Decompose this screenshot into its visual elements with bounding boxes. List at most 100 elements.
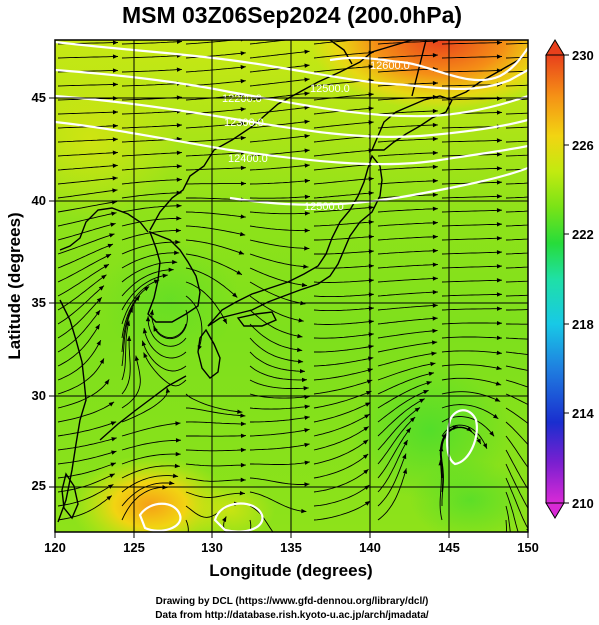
streamline-arrowhead [304,442,310,448]
colorbar-tick-label: 226 [572,138,594,153]
streamline [505,126,528,129]
streamline-arrowhead [112,109,118,115]
streamline [313,178,374,185]
streamline-arrowhead [304,133,310,139]
streamline [121,286,150,339]
streamline-arrowhead [175,421,181,426]
streamline-arrowhead [414,407,421,413]
grid-lines [55,40,528,532]
streamline [121,179,182,185]
streamline [377,372,435,395]
streamline [377,124,438,129]
coast-kuril [451,57,523,99]
streamline [377,222,438,227]
streamline-arrowhead [168,267,174,272]
y-tick-label: 35 [32,295,46,310]
streamline [313,192,374,199]
streamline [441,308,502,311]
streamline-arrowhead [134,355,140,361]
streamline-arrowhead [112,137,118,142]
streamline [313,221,374,227]
streamline [121,217,182,227]
streamline [505,337,528,340]
streamline [505,154,528,157]
x-tick-label: 120 [44,540,66,555]
streamline-arrowhead [438,460,443,466]
wind-arrowheads [95,40,537,562]
streamline [377,250,438,255]
streamline [249,106,310,115]
streamline [57,484,114,507]
coast-korea-peninsula [147,230,201,323]
streamline [249,164,310,171]
streamline-arrowhead [517,557,522,562]
streamline-arrowhead [532,496,537,501]
streamline-arrowhead [297,359,304,364]
y-tick-label: 45 [32,90,46,105]
streamline [377,152,438,157]
streamline [121,279,160,325]
streamline-arrowhead [240,135,246,141]
streamline-arrowhead [176,177,182,182]
streamline-arrowhead [482,443,487,449]
streamline [505,280,528,283]
y-tick-label: 25 [32,478,46,493]
streamline [377,208,438,213]
streamline [185,463,246,467]
colorbar-tick-label: 218 [572,317,594,332]
streamline-arrowhead [405,427,411,434]
streamline-arrowhead [238,250,245,255]
streamline [505,393,528,406]
streamline-arrowhead [172,259,178,265]
streamline-arrowhead [240,51,246,56]
streamline [249,50,310,59]
streamline-arrowhead [240,65,246,70]
streamline-arrowhead [432,164,438,170]
streamline-arrowhead [304,77,310,82]
streamline [313,307,374,312]
streamline-arrowhead [142,328,148,334]
streamline [505,463,528,510]
streamline-arrowhead [304,178,310,184]
streamline-arrowhead [126,335,132,341]
streamline-arrowhead [432,289,438,295]
streamline-arrowhead [240,181,246,186]
streamline-arrowhead [496,222,502,227]
streamline [57,253,112,283]
streamline [121,205,182,213]
streamline [313,402,371,423]
streamline-arrowhead [95,324,100,330]
streamline-arrowhead [403,440,408,446]
streamline [505,379,528,388]
streamline [57,296,103,339]
streamline-arrowhead [176,150,182,155]
streamline [185,183,246,185]
streamline-arrowhead [111,437,117,442]
streamline [185,66,246,73]
streamline-arrowhead [496,180,502,185]
streamline [147,316,187,347]
streamline-arrowhead [304,482,310,487]
streamline [185,211,246,218]
streamline-arrowhead [240,79,246,84]
contour-label-12200: 12200.0 [222,93,262,105]
streamline-arrowhead [432,206,438,212]
streamline-arrowhead [304,246,310,251]
streamline [313,379,373,395]
streamline-arrowhead [432,150,438,156]
streamline [313,206,374,213]
y-tick-label: 40 [32,193,46,208]
streamline [185,167,247,171]
contour-label-12500-south: 12500.0 [304,201,344,213]
streamline [121,82,182,87]
streamline-arrowhead [112,188,118,193]
streamline [313,439,369,465]
streamline-arrowhead [172,473,179,479]
streamline-arrowhead [169,480,175,486]
x-tick-label: 140 [359,540,381,555]
map-plot-area: 12600.0 12500.0 12400.0 12300.0 12200.0 … [55,40,537,562]
streamline-arrowhead [240,421,246,427]
streamline [57,201,118,213]
streamline [505,365,528,371]
